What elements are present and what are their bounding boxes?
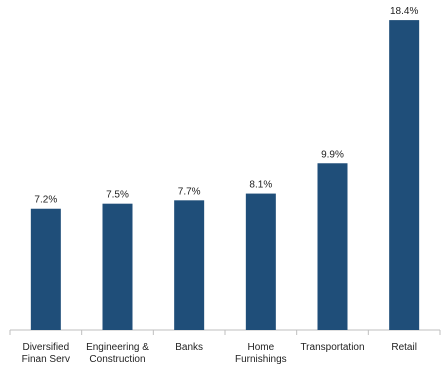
bar	[245, 193, 276, 330]
data-label: 9.9%	[321, 149, 344, 160]
category-label: Diversified Finan Serv	[22, 342, 70, 365]
bar	[317, 163, 348, 330]
category-label: Home Furnishings	[235, 342, 287, 365]
category-label: Transportation	[300, 342, 364, 353]
bar	[174, 200, 205, 330]
category-label: Banks	[175, 342, 203, 353]
data-label: 8.1%	[249, 180, 272, 191]
data-label: 18.4%	[390, 6, 418, 17]
data-label: 7.5%	[106, 190, 129, 201]
bar	[389, 20, 420, 331]
category-label: Engineering & Construction	[86, 342, 149, 365]
bar	[30, 208, 61, 330]
data-label: 7.7%	[178, 186, 201, 197]
data-label: 7.2%	[34, 195, 57, 206]
bar	[102, 203, 133, 330]
category-label: Retail	[391, 342, 417, 353]
